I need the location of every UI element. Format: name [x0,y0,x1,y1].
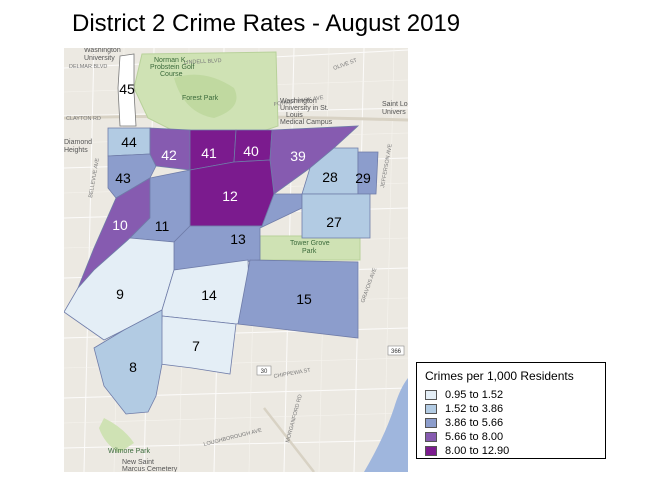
legend-item: 5.66 to 8.00 [425,430,597,443]
label-40: 40 [243,143,259,159]
label-8: 8 [129,359,137,375]
route-shield-366: 366 [387,345,405,356]
svg-text:30: 30 [261,369,268,375]
label-14: 14 [201,287,217,303]
svg-text:Norman K.: Norman K. [154,57,188,64]
svg-text:Probstein Golf: Probstein Golf [150,64,194,71]
neighborhood-45[interactable] [117,53,137,127]
label-41: 41 [201,145,217,161]
svg-text:Washington: Washington [280,98,317,105]
neighborhood-labels: 45 44 43 42 41 40 39 28 29 12 10 11 13 2… [112,81,371,375]
svg-text:Course: Course [160,71,183,78]
label-43: 43 [115,170,131,186]
map-title: District 2 Crime Rates - August 2019 [72,10,461,37]
legend-box: Crimes per 1,000 Residents 0.95 to 1.52 … [416,362,606,459]
label-9: 9 [116,286,124,302]
svg-text:Louis: Louis [286,112,303,119]
wilmore-park-area [99,418,134,453]
legend-swatch [425,431,437,442]
legend-title: Crimes per 1,000 Residents [425,369,574,383]
svg-text:Washington: Washington [84,48,121,54]
highway-line-south [263,407,315,472]
legend-swatch [425,445,437,456]
label-42: 42 [161,147,177,163]
neighborhood-15[interactable] [237,259,359,339]
neighborhood-polygons[interactable] [64,53,379,415]
forest-park-lake [174,74,237,118]
svg-text:New Saint: New Saint [122,459,154,466]
label-27: 27 [326,214,342,230]
svg-text:Medical Campus: Medical Campus [280,119,333,126]
svg-text:DELMAR BLVD: DELMAR BLVD [69,64,107,70]
label-44: 44 [121,134,137,150]
legend-swatch [425,417,437,428]
legend-label: 5.66 to 8.00 [445,430,504,443]
svg-text:Wilmore Park: Wilmore Park [108,448,151,455]
legend-label: 1.52 to 3.86 [445,402,504,415]
legend-swatch [425,403,437,414]
svg-text:Saint Lo: Saint Lo [382,101,408,108]
label-39: 39 [290,148,306,164]
svg-text:Heights: Heights [64,147,88,154]
neighborhood-42[interactable] [149,127,191,171]
neighborhood-8[interactable] [93,309,163,415]
svg-text:Tower Grove: Tower Grove [290,240,330,247]
svg-text:LINDELL BLVD: LINDELL BLVD [184,58,222,66]
svg-text:Park: Park [302,248,317,255]
map-panel[interactable]: FOREST PARK AVE LINDELL BLVD CLAYTON RD … [64,48,408,472]
label-13: 13 [230,231,246,247]
svg-text:Univers: Univers [382,109,406,116]
svg-text:University: University [84,55,115,62]
choropleth-map[interactable]: FOREST PARK AVE LINDELL BLVD CLAYTON RD … [64,48,408,472]
legend-item: 0.95 to 1.52 [425,388,597,401]
legend-label: 0.95 to 1.52 [445,388,504,401]
route-shield-30: 30 [256,365,272,376]
svg-text:CLAYTON RD: CLAYTON RD [66,116,101,122]
place-labels: Washington University Norman K. Probstei… [64,48,408,472]
river [364,378,408,472]
legend-item: 8.00 to 12.90 [425,444,597,457]
label-12: 12 [222,188,238,204]
svg-text:Forest Park: Forest Park [182,95,219,102]
label-15: 15 [296,291,312,307]
neighborhood-29[interactable] [357,151,379,195]
label-29: 29 [355,170,371,186]
svg-text:Diamond: Diamond [64,139,92,146]
label-11: 11 [155,218,170,234]
legend-swatch [425,389,437,400]
svg-text:University in St.: University in St. [280,105,329,112]
svg-text:366: 366 [391,349,402,355]
label-28: 28 [322,169,338,185]
legend-item: 3.86 to 5.66 [425,416,597,429]
legend-label: 8.00 to 12.90 [445,444,510,457]
neighborhood-27[interactable] [301,193,371,239]
label-7: 7 [192,338,200,354]
legend-label: 3.86 to 5.66 [445,416,504,429]
legend-item: 1.52 to 3.86 [425,402,597,415]
svg-text:Marcus Cemetery: Marcus Cemetery [122,466,178,472]
label-10: 10 [112,217,128,233]
label-45: 45 [119,81,135,97]
